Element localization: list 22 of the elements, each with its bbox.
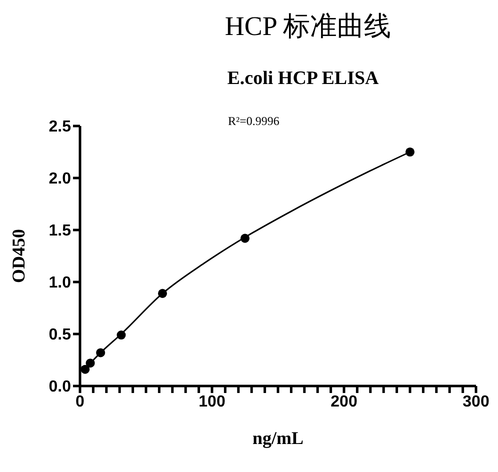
point xyxy=(80,364,90,374)
x-tick-label: 0 xyxy=(76,393,85,410)
y-tick-label: 0.0 xyxy=(48,378,72,396)
point xyxy=(405,147,415,157)
y-tick-label: 1.0 xyxy=(48,274,72,292)
annotation-text: R²=0.9996 xyxy=(228,114,280,129)
y-tick-label: 2.0 xyxy=(48,170,72,188)
y-tick-label: 0.5 xyxy=(48,326,72,344)
x-tick-label: 300 xyxy=(462,393,490,410)
point xyxy=(96,348,106,358)
point xyxy=(116,330,126,340)
x-tick-label: 100 xyxy=(198,393,226,410)
point xyxy=(240,234,250,243)
y-tick-label: 1.5 xyxy=(48,222,72,240)
point xyxy=(86,358,95,368)
chart-subtitle: E.coli HCP ELISA xyxy=(226,68,380,91)
point xyxy=(158,288,168,298)
x-tick-label: 200 xyxy=(330,393,358,410)
x-axis-title: ng/mL xyxy=(252,428,304,448)
chart-title: HCP 标准曲线 xyxy=(224,10,392,43)
y-tick-label: 2.5 xyxy=(48,118,72,136)
y-axis-title: OD450 xyxy=(8,229,28,283)
